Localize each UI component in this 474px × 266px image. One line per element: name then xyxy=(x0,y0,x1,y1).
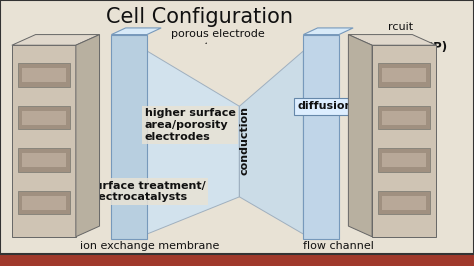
Bar xyxy=(22,196,66,210)
Bar xyxy=(22,111,66,124)
Bar xyxy=(18,148,70,172)
Bar xyxy=(378,191,430,214)
Bar xyxy=(18,106,70,129)
Bar xyxy=(18,191,70,214)
Bar xyxy=(382,196,426,210)
Text: ion exchange membrane: ion exchange membrane xyxy=(80,241,219,251)
Text: surface treatment/
electrocatalysts: surface treatment/ electrocatalysts xyxy=(88,181,205,202)
Bar xyxy=(22,68,66,82)
Text: diffusion: diffusion xyxy=(297,101,352,111)
Text: serpenᴵᴵ (OCP): serpenᴵᴵ (OCP) xyxy=(354,41,447,54)
Bar xyxy=(382,153,426,167)
Polygon shape xyxy=(348,35,436,45)
Polygon shape xyxy=(239,51,303,234)
Bar xyxy=(378,106,430,129)
Bar xyxy=(0,254,474,266)
Polygon shape xyxy=(12,35,100,45)
Text: rcuit: rcuit xyxy=(388,22,413,32)
Bar xyxy=(22,153,66,167)
Polygon shape xyxy=(348,35,372,237)
Polygon shape xyxy=(111,28,161,35)
Text: Cell Configuration: Cell Configuration xyxy=(106,7,292,27)
Text: higher surface
area/porosity
electrodes: higher surface area/porosity electrodes xyxy=(145,109,236,142)
Bar xyxy=(382,111,426,124)
Bar xyxy=(378,148,430,172)
Bar xyxy=(382,68,426,82)
Bar xyxy=(378,63,430,87)
Polygon shape xyxy=(303,28,353,35)
Polygon shape xyxy=(111,35,147,239)
Bar xyxy=(372,45,436,237)
Text: conduction: conduction xyxy=(239,106,249,176)
Polygon shape xyxy=(303,35,339,239)
Bar xyxy=(18,63,70,87)
Text: flow channel: flow channel xyxy=(303,241,374,251)
Bar xyxy=(12,45,76,237)
Text: porous electrode: porous electrode xyxy=(171,28,265,43)
Polygon shape xyxy=(76,35,100,237)
Polygon shape xyxy=(147,51,239,234)
